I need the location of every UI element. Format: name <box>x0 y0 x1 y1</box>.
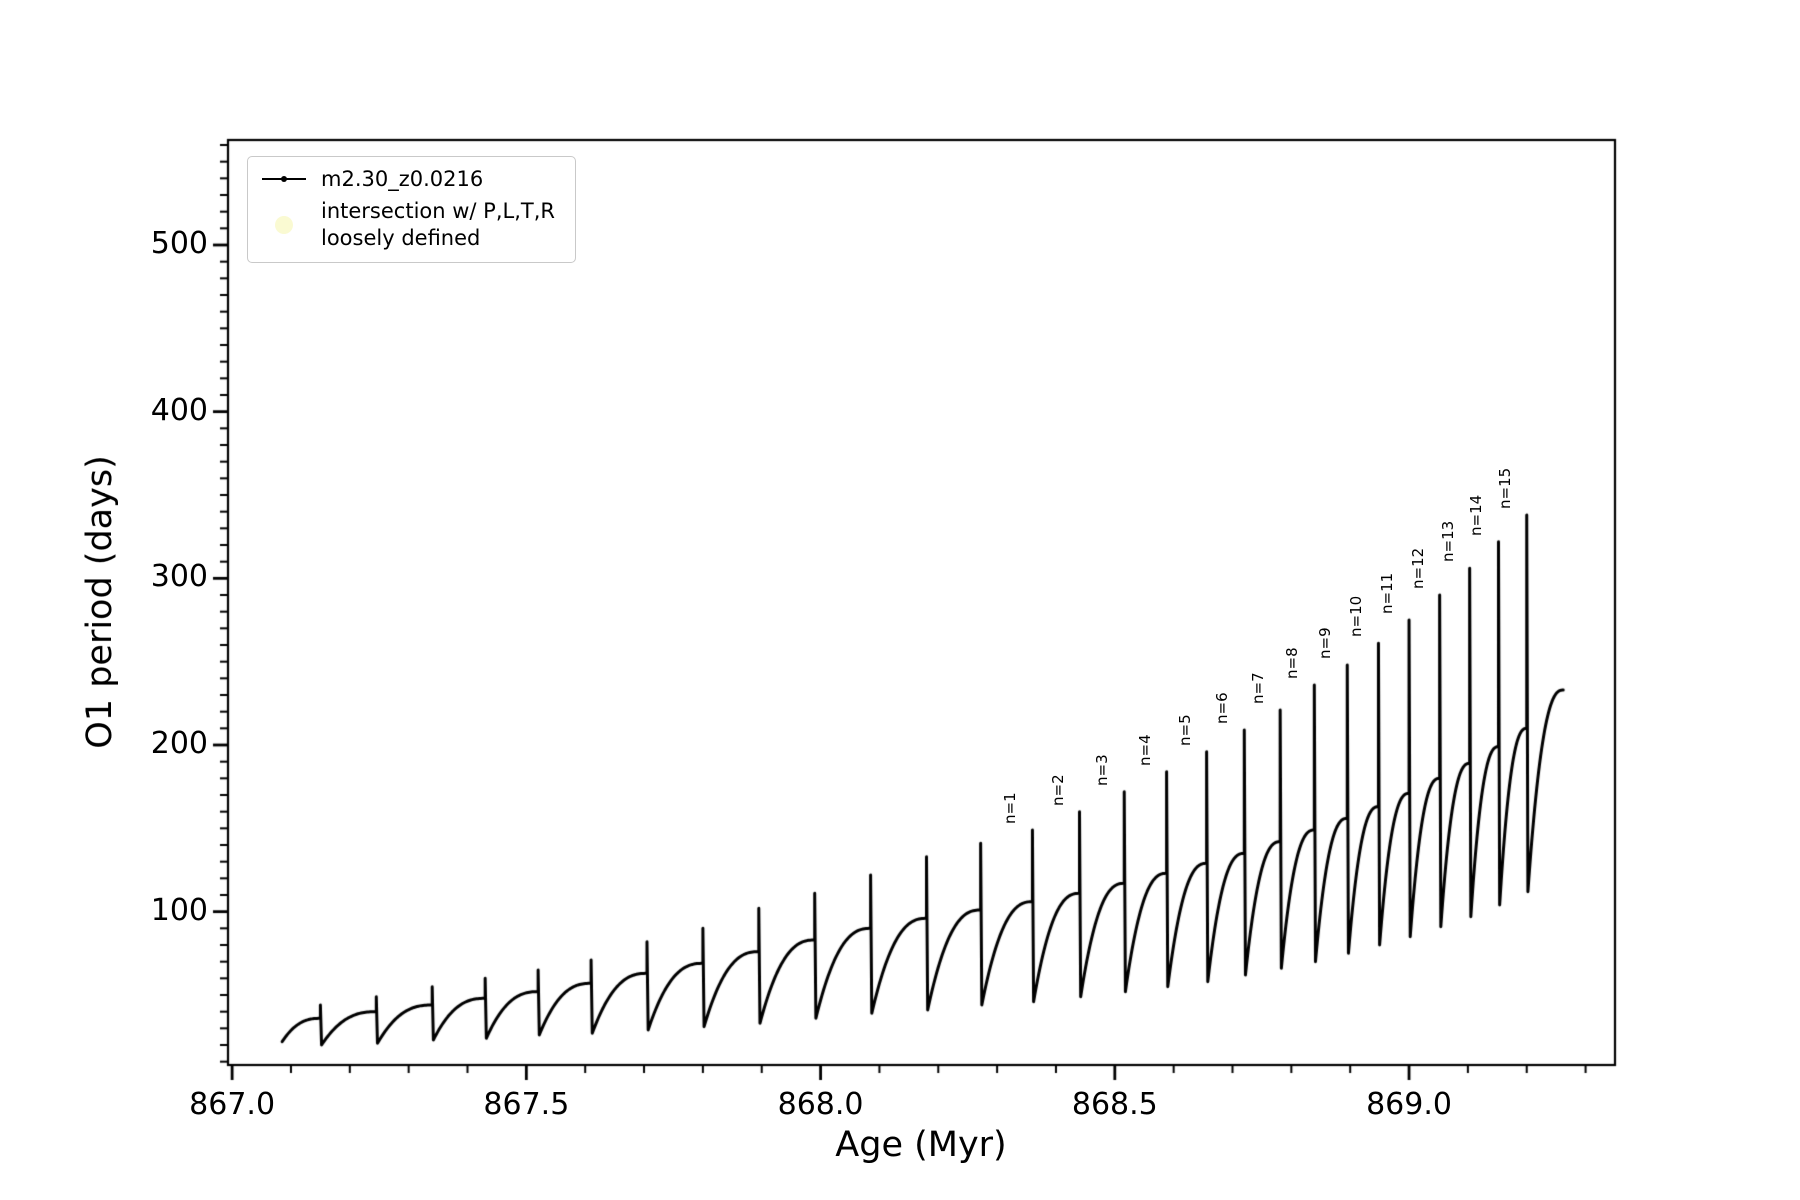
y-tick-label: 500 <box>150 226 208 261</box>
spike-annotation: n=14 <box>1467 494 1486 536</box>
legend-item-series: m2.30_z0.0216 <box>261 166 555 192</box>
spike-annotation: n=7 <box>1249 672 1268 704</box>
spike-annotation: n=2 <box>1048 774 1067 806</box>
y-tick-label: 300 <box>150 559 208 595</box>
spike-annotation: n=3 <box>1093 754 1112 786</box>
line-marker-icon <box>262 176 306 183</box>
spike-annotation: n=12 <box>1408 547 1427 589</box>
intersection-marker-icon <box>275 215 293 234</box>
y-tick-label: 400 <box>150 392 208 428</box>
spike-annotation: n=6 <box>1213 692 1232 724</box>
x-tick-label: 868.0 <box>777 1087 864 1122</box>
spike-annotation: n=1 <box>1001 792 1020 824</box>
x-tick-label: 867.5 <box>483 1087 570 1122</box>
y-axis-label: O1 period (days) <box>80 455 120 749</box>
spike-annotation: n=4 <box>1135 734 1154 766</box>
x-tick-label: 869.0 <box>1366 1087 1452 1122</box>
legend-intersection-label: intersection w/ P,L,T,R loosely defined <box>321 199 555 250</box>
spike-annotation: n=15 <box>1495 467 1514 509</box>
x-tick-label: 867.0 <box>189 1087 276 1122</box>
y-tick-label: 200 <box>150 726 208 761</box>
spike-annotation: n=9 <box>1316 627 1335 659</box>
spike-annotation: n=5 <box>1175 714 1194 746</box>
legend-item-intersection: intersection w/ P,L,T,R loosely defined <box>261 198 555 251</box>
y-tick-label: 100 <box>150 892 208 928</box>
spike-annotation: n=13 <box>1438 521 1457 563</box>
spike-annotation: n=11 <box>1378 572 1397 614</box>
spike-annotation: n=8 <box>1283 647 1302 679</box>
spike-annotation: n=10 <box>1347 596 1366 638</box>
x-axis-label: Age (Myr) <box>835 1125 1007 1165</box>
legend-series-label: m2.30_z0.0216 <box>321 167 484 191</box>
x-tick-label: 868.5 <box>1071 1087 1158 1122</box>
legend: m2.30_z0.0216 intersection w/ P,L,T,R lo… <box>247 156 576 263</box>
dot-marker-icon <box>281 176 287 183</box>
